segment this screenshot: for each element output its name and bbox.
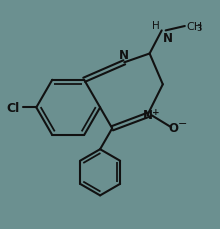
Text: Cl: Cl [7, 101, 20, 114]
Text: O: O [169, 121, 179, 134]
Text: N: N [118, 48, 128, 61]
Text: N: N [142, 109, 152, 122]
Text: CH: CH [186, 22, 202, 31]
Text: +: + [152, 107, 160, 116]
Text: 3: 3 [196, 24, 202, 33]
Text: N: N [163, 32, 172, 45]
Text: H: H [152, 21, 160, 31]
Text: −: − [178, 119, 188, 129]
